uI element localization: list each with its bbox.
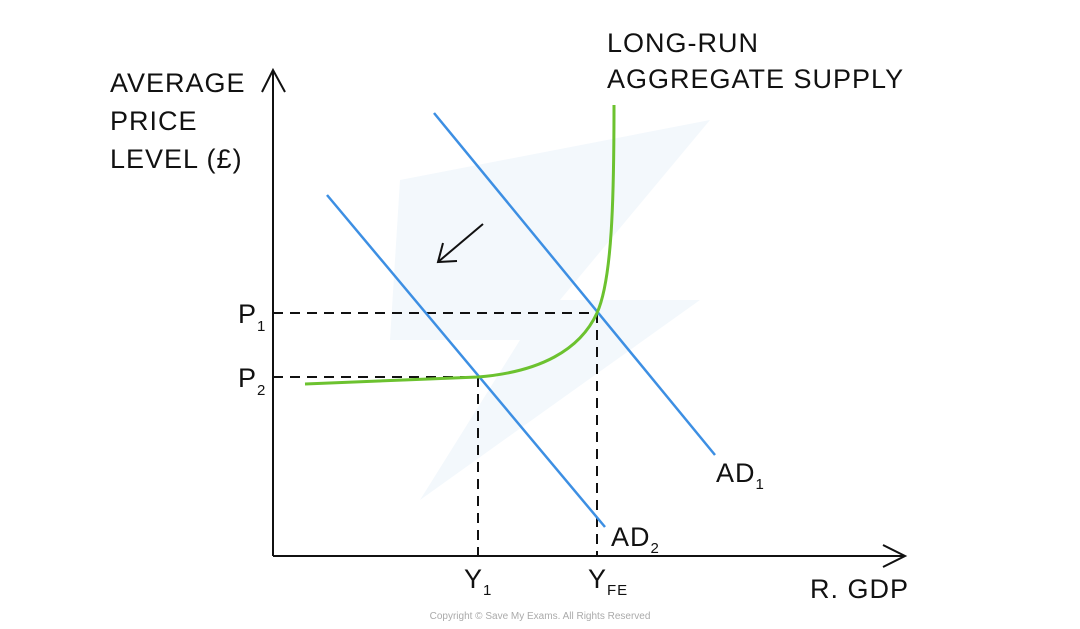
p2-label: P2	[238, 363, 266, 399]
y1-label: Y1	[464, 564, 492, 599]
lras-curve	[304, 104, 616, 386]
yfe-label: YFE	[588, 564, 628, 599]
y-axis-arrowhead	[261, 67, 286, 93]
ad1-line	[433, 112, 716, 456]
ad1-label: AD1	[716, 458, 765, 493]
lras-label: LONG-RUN AGGREGATE SUPPLY	[607, 28, 904, 94]
p1-label: P1	[238, 299, 266, 335]
ad2-line	[326, 194, 606, 528]
ad2-label: AD2	[611, 522, 660, 557]
watermark-logo	[390, 120, 710, 500]
y-axis-label: AVERAGE PRICE LEVEL (£)	[110, 68, 254, 174]
shift-arrow-icon	[436, 223, 484, 264]
copyright-text: Copyright © Save My Exams. All Rights Re…	[430, 611, 651, 622]
x-axis-label: R. GDP	[810, 574, 909, 604]
x-axis-arrowhead	[882, 544, 908, 568]
